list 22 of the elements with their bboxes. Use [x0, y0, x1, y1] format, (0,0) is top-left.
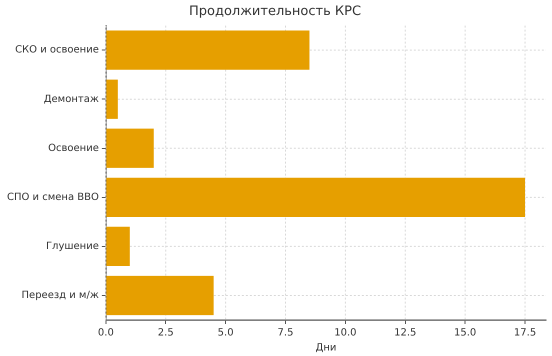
- bar: [106, 226, 130, 266]
- y-tick-label: Переезд и м/ж: [22, 290, 99, 302]
- x-axis-title: Дни: [316, 342, 336, 354]
- x-tick-label: 5.0: [218, 328, 234, 339]
- y-tick-label: Освоение: [48, 142, 99, 154]
- bar: [106, 128, 154, 168]
- bar: [106, 178, 526, 217]
- chart-title: Продолжительность КРС: [188, 4, 362, 20]
- bar: [106, 276, 214, 316]
- y-tick-label: Глушение: [46, 240, 99, 252]
- x-tick-label: 17.5: [514, 328, 536, 339]
- x-tick-label: 10.0: [334, 328, 357, 339]
- x-tick-label: 15.0: [454, 328, 476, 339]
- x-tick-label: 0.0: [98, 328, 114, 339]
- y-tick-label: СКО и освоение: [15, 44, 99, 56]
- x-tick-label: 12.5: [394, 328, 416, 339]
- bar: [106, 30, 310, 70]
- bar: [106, 80, 118, 119]
- y-tick-label: СПО и смена ВВО: [6, 192, 99, 203]
- y-tick-label: Демонтаж: [44, 94, 99, 105]
- x-tick-label: 7.5: [278, 328, 294, 339]
- x-tick-label: 2.5: [158, 328, 174, 339]
